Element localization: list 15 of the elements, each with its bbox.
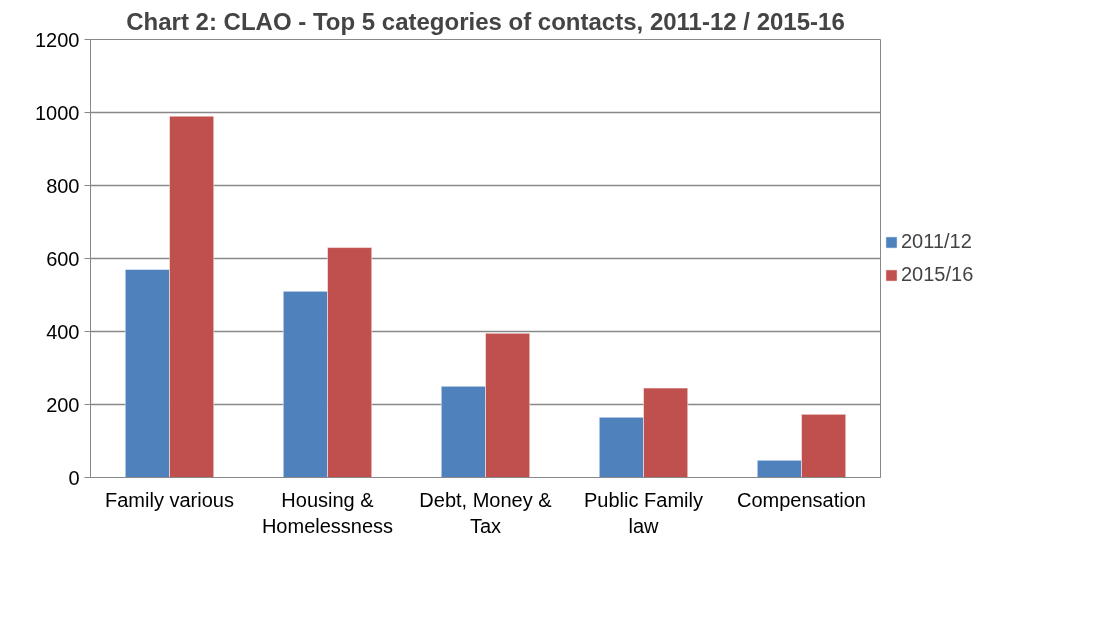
x-tick-label: Public Family law [584, 488, 703, 537]
y-tick-label: 1200 [35, 28, 80, 51]
x-tick-label: Compensation [737, 488, 866, 511]
y-tick-label: 600 [46, 247, 80, 270]
y-tick-label: 1000 [35, 101, 80, 124]
y-tick-label: 800 [46, 174, 80, 197]
x-tick-label: Housing & Homelessness [261, 488, 394, 537]
x-tick-label: Family various [105, 488, 234, 511]
y-tick-label: 0 [68, 466, 80, 489]
chart-title: Chart 2: CLAO - Top 5 categories of contacts, 2011-12 / 2015-16 [126, 7, 845, 35]
legend-label: 2011/12 [901, 230, 972, 253]
y-tick-label: 400 [46, 320, 80, 343]
x-tick-label: Debt, Money & Tax [419, 488, 553, 537]
y-tick-label: 200 [46, 393, 80, 416]
legend-label: 2015/16 [901, 263, 974, 286]
